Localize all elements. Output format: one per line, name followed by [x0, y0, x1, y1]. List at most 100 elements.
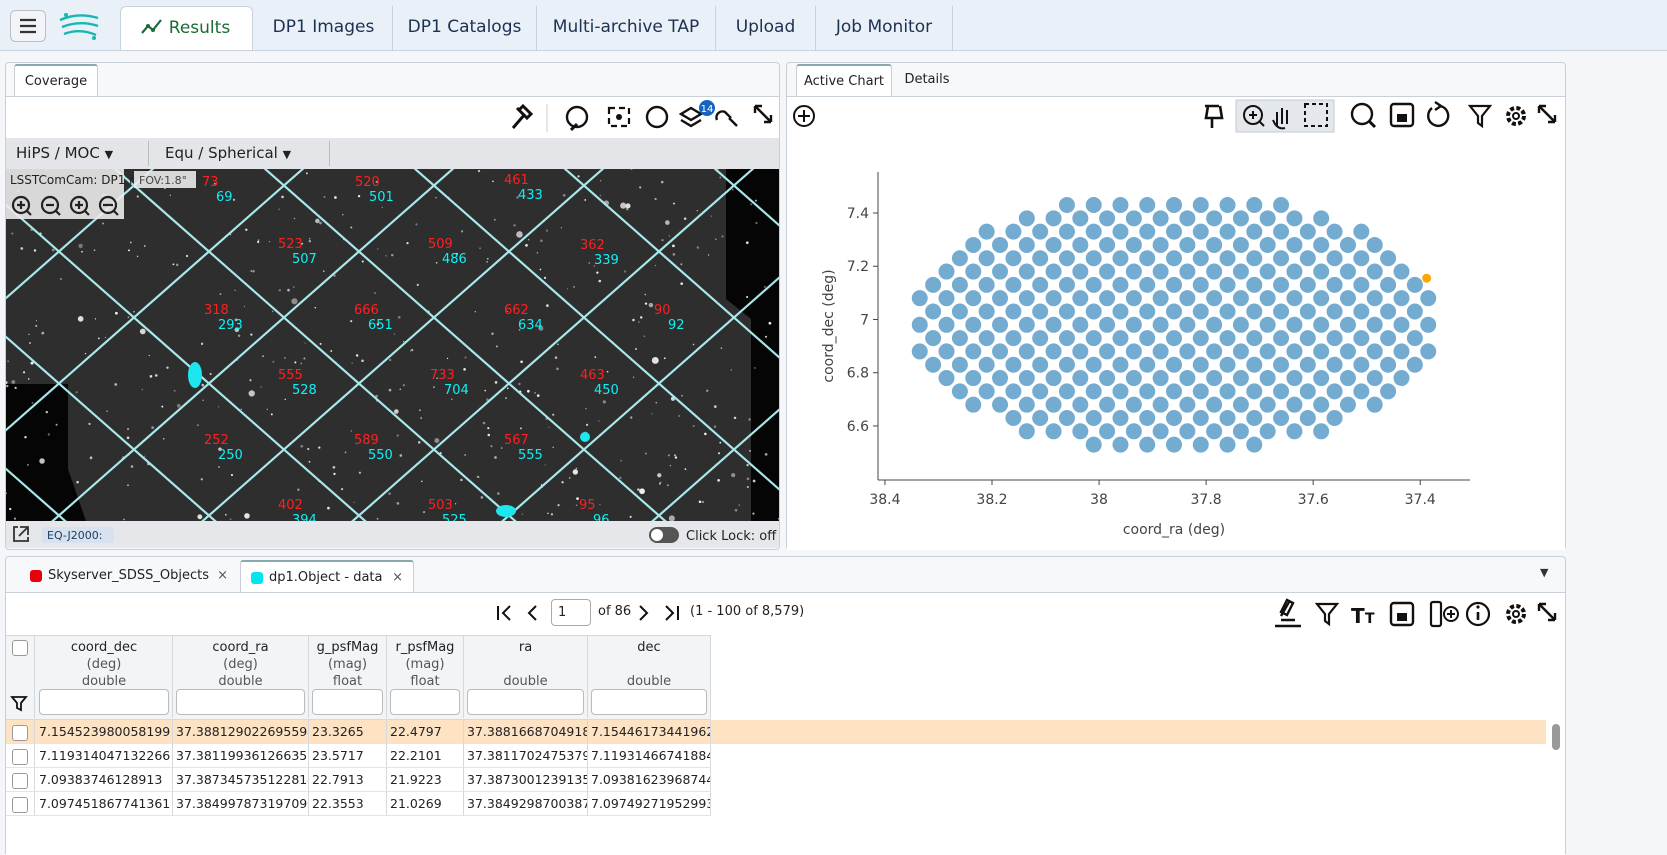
- column-type: float: [332, 674, 363, 689]
- star: [487, 427, 490, 430]
- star: [76, 480, 79, 484]
- row-checkbox[interactable]: [12, 797, 28, 813]
- point: [1072, 423, 1089, 440]
- star: [29, 342, 31, 344]
- tab-close[interactable]: ×: [217, 568, 228, 583]
- point: [1380, 383, 1397, 400]
- column-filter[interactable]: [39, 689, 169, 715]
- column-header[interactable]: coord_dec (deg) double: [36, 635, 173, 718]
- point: [1112, 330, 1129, 347]
- column-filter[interactable]: [390, 689, 460, 715]
- table-tab[interactable]: dp1.Object - data ×: [240, 560, 414, 592]
- row-select-cell: [6, 744, 35, 768]
- point: [1219, 436, 1236, 453]
- star: [638, 321, 640, 323]
- point: [1058, 356, 1075, 373]
- star: [417, 441, 421, 444]
- hips-menu[interactable]: HiPS / MOC ▼: [16, 144, 114, 162]
- cell-count-cyan: 450: [594, 383, 619, 398]
- star: [393, 333, 396, 335]
- cell-count-cyan: 433: [518, 188, 543, 203]
- pager-next[interactable]: [632, 598, 686, 628]
- column-header[interactable]: coord_ra (deg) double: [173, 635, 309, 718]
- row-checkbox[interactable]: [12, 749, 28, 765]
- star: [257, 239, 260, 241]
- table-row[interactable]: [6, 720, 1546, 744]
- tab-close[interactable]: ×: [392, 570, 403, 585]
- row-checkbox[interactable]: [12, 725, 28, 741]
- external-link[interactable]: [13, 526, 29, 542]
- point: [992, 316, 1009, 333]
- nav-tab[interactable]: DP1 Images: [255, 6, 393, 50]
- logo[interactable]: [56, 10, 102, 42]
- point: [1085, 250, 1102, 267]
- star: [763, 285, 766, 288]
- point: [1366, 290, 1383, 307]
- star: [746, 477, 750, 481]
- star: [55, 423, 58, 426]
- chart-toolbar[interactable]: [787, 98, 1565, 136]
- row-checkbox[interactable]: [12, 773, 28, 789]
- column-filter[interactable]: [312, 689, 383, 715]
- menu-button[interactable]: [10, 10, 46, 42]
- column-header[interactable]: r_psfMag (mag) float: [387, 635, 464, 718]
- zoom-buttons[interactable]: [11, 195, 119, 216]
- column-filter[interactable]: [176, 689, 305, 715]
- star: [706, 389, 709, 392]
- star: [539, 268, 542, 271]
- coverage-tools[interactable]: 14: [505, 100, 780, 136]
- column-filter[interactable]: [591, 689, 707, 715]
- star: [388, 358, 392, 362]
- point: [1112, 436, 1129, 453]
- column-filter[interactable]: [467, 689, 584, 715]
- point: [978, 223, 995, 240]
- column-header[interactable]: ra double: [464, 635, 588, 718]
- point: [1045, 290, 1062, 307]
- column-header[interactable]: dec double: [588, 635, 711, 718]
- table-tab[interactable]: Skyserver_SDSS_Objects ×: [20, 560, 238, 592]
- chart-tab[interactable]: Details: [904, 72, 950, 87]
- column-header[interactable]: g_psfMag (mag) float: [309, 635, 387, 718]
- coverage-tab[interactable]: Coverage: [14, 64, 98, 96]
- nav-tab[interactable]: DP1 Catalogs: [393, 6, 537, 50]
- star: [625, 203, 631, 209]
- point: [1232, 236, 1249, 253]
- table-cell: 37.3881668704918: [464, 720, 588, 744]
- star: [648, 302, 654, 308]
- star: [375, 180, 378, 183]
- star: [474, 311, 476, 313]
- nav-tab[interactable]: Results: [120, 6, 253, 50]
- scrollbar[interactable]: [1552, 724, 1560, 750]
- star: [659, 482, 661, 485]
- page-input[interactable]: 1: [551, 599, 591, 626]
- point: [1299, 330, 1316, 347]
- star: [433, 386, 435, 389]
- select-all[interactable]: [12, 640, 28, 656]
- filter-icon[interactable]: [10, 694, 28, 712]
- star: [477, 476, 480, 478]
- star: [410, 350, 412, 352]
- point: [1326, 276, 1343, 293]
- point: [1125, 423, 1142, 440]
- nav-tab[interactable]: Upload: [716, 6, 816, 50]
- point: [925, 356, 942, 373]
- point: [1299, 276, 1316, 293]
- star: [534, 392, 536, 394]
- point: [965, 316, 982, 333]
- star: [655, 401, 658, 404]
- nav-tab[interactable]: Job Monitor: [816, 6, 953, 50]
- star: [661, 239, 664, 242]
- chart-tab[interactable]: Active Chart: [796, 64, 892, 96]
- star: [640, 316, 643, 319]
- nav-tab[interactable]: Multi-archive TAP: [537, 6, 716, 50]
- star: [497, 492, 500, 495]
- point: [1018, 343, 1035, 360]
- pager-controls[interactable]: [490, 598, 690, 628]
- star: [644, 452, 647, 455]
- tabs-dropdown[interactable]: ▼: [1540, 566, 1549, 579]
- point: [1032, 383, 1049, 400]
- scatter-chart[interactable]: 6.6 6.8 7 7.2 7.4 38.4 38.2 38 37.8 37.6 37.4 coord…: [787, 136, 1565, 548]
- projection-menu[interactable]: Equ / Spherical ▼: [165, 144, 292, 162]
